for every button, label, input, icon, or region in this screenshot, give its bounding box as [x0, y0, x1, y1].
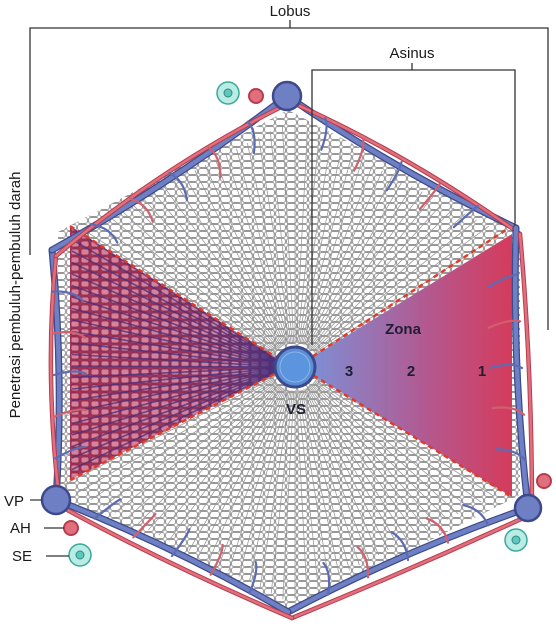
vs-label: VS	[286, 401, 306, 418]
lobus-bracket	[29, 20, 549, 330]
portal-triad-top	[216, 80, 303, 112]
lobus-label: Lobus	[270, 3, 311, 20]
portal-triad-right	[504, 473, 552, 552]
penetrasi-label: Penetrasi pembuluh-pembuluh darah	[7, 172, 24, 419]
asinus-label: Asinus	[389, 45, 434, 62]
left-sector-highlight	[70, 226, 290, 480]
sector-cords	[71, 227, 278, 471]
peripheral-vessels	[48, 92, 535, 621]
label-leaders	[30, 499, 69, 557]
ah-label: AH	[10, 520, 31, 537]
asinus-bracket	[311, 63, 516, 345]
zone-2-label: 2	[407, 363, 415, 380]
sector-boundaries	[69, 224, 513, 499]
vp-label: VP	[4, 493, 24, 510]
acinus-zones	[298, 234, 512, 497]
zone-3-label: 3	[345, 363, 353, 380]
zone-1-label: 1	[478, 363, 486, 380]
portal-triad-left	[40, 484, 92, 567]
central-vein	[273, 345, 317, 389]
zona-label: Zona	[385, 321, 421, 338]
se-label: SE	[12, 548, 32, 565]
